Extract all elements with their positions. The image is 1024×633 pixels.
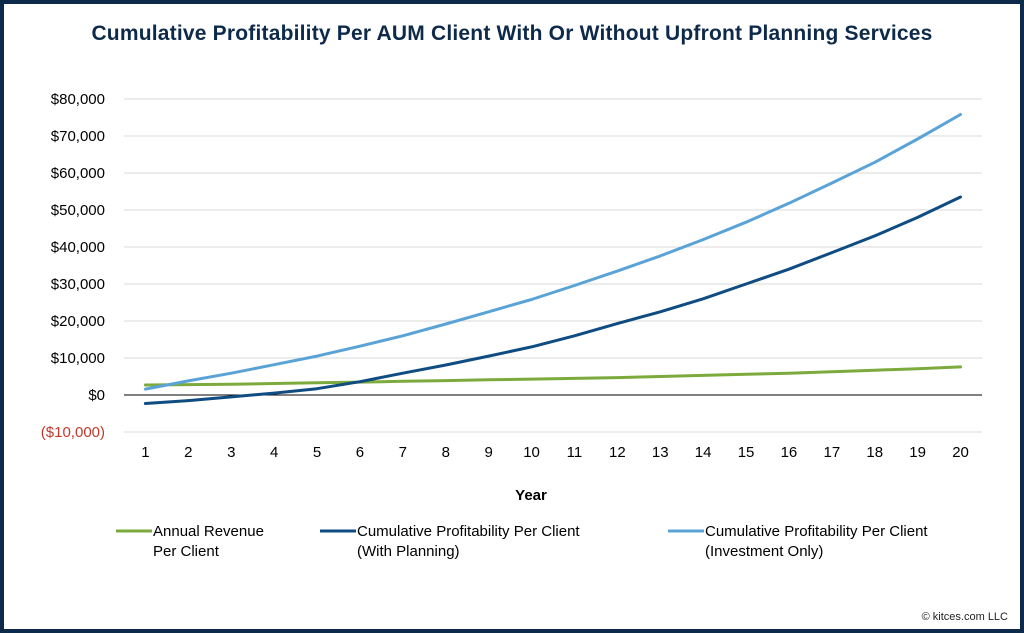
legend-item-1: Annual Revenue Per Client xyxy=(116,523,264,560)
legend-label: (With Planning) xyxy=(357,543,460,560)
x-tick-label: 4 xyxy=(270,444,278,461)
legend-item-3: Cumulative Profitability Per Client (Inve… xyxy=(668,523,928,560)
series-line-1 xyxy=(143,365,962,387)
x-axis-label: Year xyxy=(515,487,547,504)
legend-label: (Investment Only) xyxy=(705,543,823,560)
y-tick-label: $60,000 xyxy=(51,165,105,182)
line-chart: ($10,000) $0 $10,000 $20,000 $30,000 $40,000 $… xyxy=(41,91,982,560)
y-tick-label: $10,000 xyxy=(51,350,105,367)
x-axis-ticks: 1 2 3 4 5 6 7 8 9 10 11 12 13 14 15 16 17 18 19 20 xyxy=(141,444,969,461)
legend-label: Annual Revenue xyxy=(153,523,264,540)
y-tick-label: $80,000 xyxy=(51,91,105,108)
y-tick-label: $30,000 xyxy=(51,276,105,293)
series-lines xyxy=(143,113,962,405)
x-tick-label: 9 xyxy=(484,444,492,461)
legend-item-2: Cumulative Profitability Per Client (With… xyxy=(320,523,580,560)
y-tick-label: $40,000 xyxy=(51,239,105,256)
x-tick-label: 1 xyxy=(141,444,149,461)
legend-label: Cumulative Profitability Per Client xyxy=(705,523,928,540)
copyright-credit: © kitces.com LLC xyxy=(921,611,1008,623)
x-tick-label: 20 xyxy=(952,444,969,461)
x-tick-label: 7 xyxy=(399,444,407,461)
series-line-3 xyxy=(143,113,962,391)
x-tick-label: 17 xyxy=(824,444,841,461)
legend-label: Per Client xyxy=(153,543,220,560)
chart-title: Cumulative Profitability Per AUM Client … xyxy=(91,22,933,45)
legend: Annual Revenue Per Client Cumulative Profi… xyxy=(116,523,928,560)
x-tick-label: 15 xyxy=(738,444,755,461)
x-tick-label: 13 xyxy=(652,444,669,461)
legend-label: Cumulative Profitability Per Client xyxy=(357,523,580,540)
x-tick-label: 11 xyxy=(567,444,583,461)
x-tick-label: 14 xyxy=(695,444,712,461)
y-tick-label: $20,000 xyxy=(51,313,105,330)
y-tick-label: $0 xyxy=(88,387,105,404)
x-tick-label: 19 xyxy=(909,444,926,461)
x-tick-label: 2 xyxy=(184,444,192,461)
x-tick-label: 8 xyxy=(442,444,450,461)
x-tick-label: 5 xyxy=(313,444,321,461)
x-tick-label: 10 xyxy=(523,444,540,461)
y-tick-label: $70,000 xyxy=(51,128,105,145)
x-tick-label: 16 xyxy=(781,444,798,461)
y-axis-ticks: ($10,000) $0 $10,000 $20,000 $30,000 $40,000 $… xyxy=(41,91,105,441)
y-tick-label: $50,000 xyxy=(51,202,105,219)
x-tick-label: 18 xyxy=(866,444,883,461)
x-tick-label: 3 xyxy=(227,444,235,461)
x-tick-label: 12 xyxy=(609,444,626,461)
x-tick-label: 6 xyxy=(356,444,364,461)
grid-lines xyxy=(124,98,982,433)
series-line-2 xyxy=(143,195,962,405)
y-tick-label: ($10,000) xyxy=(41,424,105,441)
